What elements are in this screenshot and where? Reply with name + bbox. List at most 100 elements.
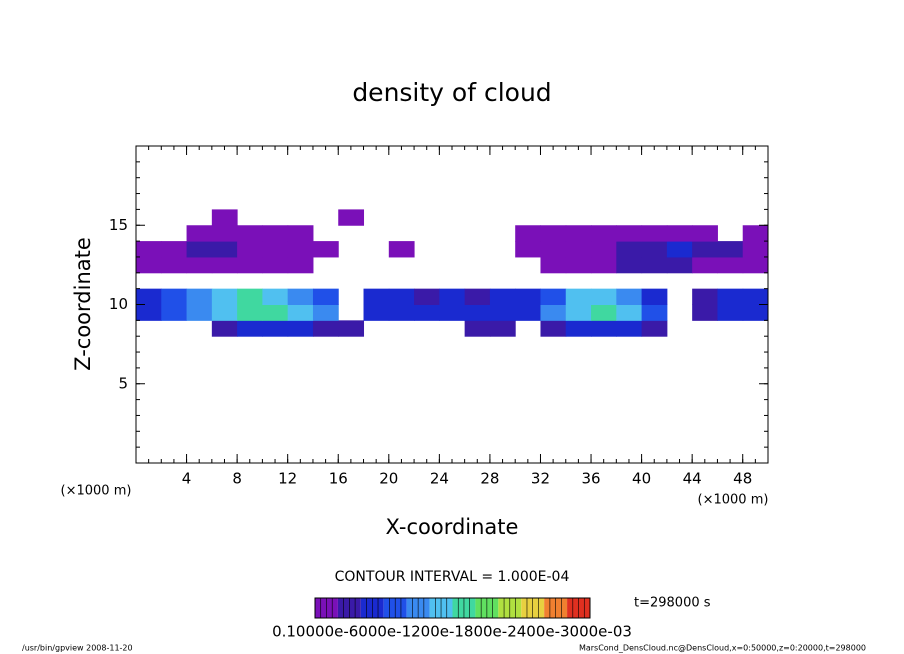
contour-cell xyxy=(363,288,390,305)
contour-cell xyxy=(439,304,466,321)
contour-cell xyxy=(742,256,769,274)
contour-cell xyxy=(262,241,289,258)
contour-cell xyxy=(540,320,567,337)
contour-cell xyxy=(692,241,718,258)
contour-cell xyxy=(262,320,289,337)
contour-cell xyxy=(464,320,491,337)
contour-cell xyxy=(439,288,466,305)
contour-cell xyxy=(312,320,339,337)
contour-cell xyxy=(161,256,188,274)
contour-cell xyxy=(742,225,769,242)
x-tick-label: 16 xyxy=(329,470,348,488)
contour-cell xyxy=(565,256,592,274)
contour-cell xyxy=(136,304,162,321)
x-tick-label: 48 xyxy=(733,470,752,488)
contour-cell xyxy=(616,225,643,242)
x-tick-label: 12 xyxy=(278,470,297,488)
x-axis-label: X-coordinate xyxy=(386,515,519,539)
contour-cell xyxy=(540,241,567,258)
contour-cell xyxy=(237,241,263,258)
x-tick-label: 4 xyxy=(182,470,192,488)
contour-cell xyxy=(489,288,516,305)
contour-cell xyxy=(464,288,491,305)
contour-cell xyxy=(692,304,718,321)
x-tick-label: 32 xyxy=(531,470,550,488)
contour-interval: CONTOUR INTERVAL = 1.000E-04 xyxy=(335,569,570,585)
contour-cell xyxy=(616,241,643,258)
contour-cell xyxy=(565,320,592,337)
contour-cell xyxy=(161,288,188,305)
contour-cell xyxy=(414,288,440,305)
contour-cell xyxy=(211,288,238,305)
contour-cell xyxy=(591,256,617,274)
contour-cell xyxy=(211,320,238,337)
contour-cell xyxy=(742,241,769,258)
contour-cell xyxy=(692,256,718,274)
contour-cell xyxy=(287,256,314,274)
contour-cell xyxy=(641,304,668,321)
contour-cell xyxy=(262,304,289,321)
contour-cell xyxy=(565,304,592,321)
contour-cell xyxy=(616,256,643,274)
x-tick-label: 28 xyxy=(480,470,499,488)
contour-cell xyxy=(742,304,769,321)
contour-cell xyxy=(692,225,718,242)
contour-cell xyxy=(717,304,744,321)
contour-cell xyxy=(262,256,289,274)
x-tick-label: 44 xyxy=(683,470,702,488)
contour-cell xyxy=(312,288,339,305)
contour-cell xyxy=(414,304,440,321)
contour-cell xyxy=(641,288,668,305)
contour-cell xyxy=(287,288,314,305)
contour-cell xyxy=(161,304,188,321)
contour-cell xyxy=(515,241,541,258)
contour-cell xyxy=(186,241,213,258)
contour-cell xyxy=(540,304,567,321)
contour-cell xyxy=(136,288,162,305)
x-unit-label: (×1000 m) xyxy=(698,493,769,508)
contour-cell xyxy=(262,288,289,305)
chart-title: density of cloud xyxy=(352,78,551,107)
x-tick-label: 8 xyxy=(232,470,242,488)
contour-cell xyxy=(161,241,188,258)
contour-cell xyxy=(211,209,238,226)
contour-cell xyxy=(186,288,213,305)
x-tick-label: 24 xyxy=(430,470,449,488)
contour-cell xyxy=(591,288,617,305)
contour-cell xyxy=(237,225,263,242)
contour-cell xyxy=(591,225,617,242)
colorbar-label: 0.10000e-6000e-1200e-1800e-2400e-3000e-0… xyxy=(272,623,632,641)
contour-cell xyxy=(211,304,238,321)
contour-cell xyxy=(237,320,263,337)
contour-cell xyxy=(717,241,744,258)
contour-cell xyxy=(489,304,516,321)
x-tick-label: 40 xyxy=(632,470,651,488)
time-label: t=298000 s xyxy=(634,596,711,611)
contour-cell xyxy=(616,288,643,305)
x-tick-label: 36 xyxy=(581,470,600,488)
contour-cell xyxy=(616,304,643,321)
contour-cell xyxy=(717,288,744,305)
contour-cell xyxy=(287,304,314,321)
colorbar-frame xyxy=(314,597,591,619)
x-unit-label: (×1000 m) xyxy=(61,484,132,499)
contour-cell xyxy=(515,225,541,242)
contour-cell xyxy=(742,288,769,305)
contour-cell xyxy=(489,320,516,337)
contour-cell xyxy=(312,304,339,321)
y-tick-label: 5 xyxy=(118,374,128,392)
contour-cell xyxy=(136,256,162,274)
contour-cell xyxy=(262,225,289,242)
contour-cell xyxy=(211,241,238,258)
y-tick-label: 15 xyxy=(109,216,128,234)
contour-cell xyxy=(237,304,263,321)
contour-cell xyxy=(641,225,668,242)
contour-cell xyxy=(211,225,238,242)
x-tick-label: 20 xyxy=(379,470,398,488)
contour-cell xyxy=(540,256,567,274)
contour-cell xyxy=(136,241,162,258)
contour-cell xyxy=(363,304,390,321)
contour-cell xyxy=(186,304,213,321)
